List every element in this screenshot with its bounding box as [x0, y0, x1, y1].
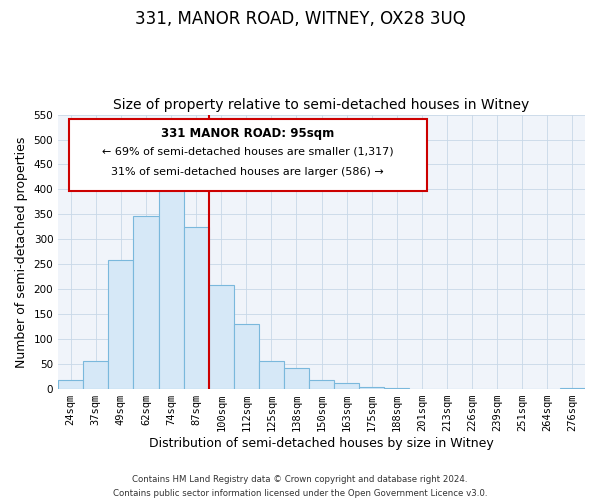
Bar: [158, 165, 184, 389]
Text: 31% of semi-detached houses are larger (586) →: 31% of semi-detached houses are larger (…: [112, 166, 384, 176]
Bar: [234, 324, 259, 389]
Bar: [184, 227, 209, 389]
Bar: [83, 360, 109, 389]
Bar: [560, 388, 585, 389]
X-axis label: Distribution of semi-detached houses by size in Witney: Distribution of semi-detached houses by …: [149, 437, 494, 450]
Bar: [284, 368, 309, 389]
Bar: [259, 360, 284, 389]
Text: 331, MANOR ROAD, WITNEY, OX28 3UQ: 331, MANOR ROAD, WITNEY, OX28 3UQ: [134, 10, 466, 28]
Bar: [133, 216, 158, 389]
Bar: [359, 386, 385, 389]
Bar: [334, 383, 359, 389]
Y-axis label: Number of semi-detached properties: Number of semi-detached properties: [15, 136, 28, 368]
Bar: [58, 380, 83, 389]
Text: Contains HM Land Registry data © Crown copyright and database right 2024.
Contai: Contains HM Land Registry data © Crown c…: [113, 476, 487, 498]
Bar: [109, 260, 133, 389]
Text: ← 69% of semi-detached houses are smaller (1,317): ← 69% of semi-detached houses are smalle…: [102, 146, 394, 156]
Bar: [385, 388, 409, 389]
Bar: [209, 285, 234, 389]
Bar: [309, 380, 334, 389]
Title: Size of property relative to semi-detached houses in Witney: Size of property relative to semi-detach…: [113, 98, 530, 112]
FancyBboxPatch shape: [69, 118, 427, 192]
Text: 331 MANOR ROAD: 95sqm: 331 MANOR ROAD: 95sqm: [161, 127, 334, 140]
